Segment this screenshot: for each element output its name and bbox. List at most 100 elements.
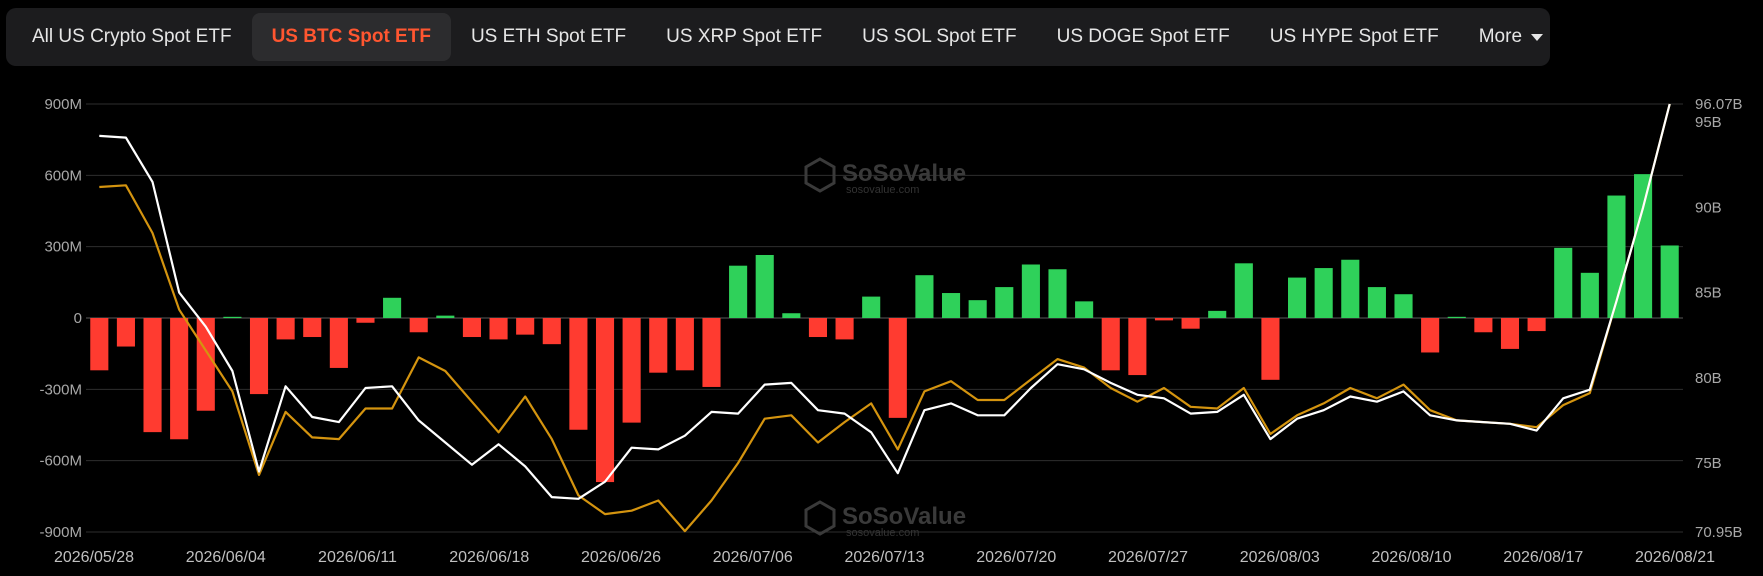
- y-left-tick-label: 0: [74, 310, 82, 327]
- watermark-site: sosovalue.com: [846, 184, 919, 196]
- flow-bar: [462, 318, 481, 338]
- flow-bar: [915, 275, 934, 318]
- x-tick-label: 2026/07/06: [713, 549, 793, 566]
- sosovalue-logo-icon: [804, 157, 836, 193]
- flow-bar: [622, 318, 641, 423]
- net-assets-line: [99, 103, 1671, 500]
- x-tick-label: 2026/08/10: [1371, 549, 1451, 566]
- flow-bar: [888, 318, 907, 418]
- y-left-tick-label: -300M: [39, 381, 82, 398]
- more-dropdown[interactable]: More: [1459, 13, 1563, 61]
- flow-bar: [835, 318, 854, 340]
- flow-bar: [1261, 318, 1280, 380]
- flow-bar: [516, 318, 535, 335]
- tab-us-xrp-spot-etf[interactable]: US XRP Spot ETF: [666, 26, 823, 47]
- flow-bar: [968, 300, 987, 318]
- tab-us-btc-spot-etf[interactable]: US BTC Spot ETF: [251, 13, 451, 61]
- flow-bar: [303, 318, 322, 338]
- x-tick-label: 2026/05/28: [54, 549, 134, 566]
- flow-bar: [1474, 318, 1493, 333]
- x-tick-label: 2026/07/27: [1108, 549, 1188, 566]
- x-tick-label: 2026/07/20: [976, 549, 1056, 566]
- etf-tab-bar: All US Crypto Spot ETF US BTC Spot ETF U…: [6, 8, 1550, 66]
- y-right-tick-label: 85B: [1695, 285, 1722, 302]
- flow-bar: [675, 318, 694, 371]
- y-left-tick-label: 900M: [44, 96, 82, 113]
- x-tick-label: 2026/08/17: [1503, 549, 1583, 566]
- y-left-tick-label: 300M: [44, 239, 82, 256]
- cumulative-flow-line: [99, 103, 1671, 533]
- flow-bar: [1288, 277, 1307, 318]
- y-left-tick-label: -600M: [39, 453, 82, 470]
- x-tick-label: 2026/06/04: [186, 549, 266, 566]
- flow-bar: [1181, 318, 1200, 329]
- flow-bar: [356, 318, 375, 323]
- flow-bar: [143, 318, 162, 433]
- flow-bar: [90, 318, 109, 371]
- flow-bar: [808, 318, 828, 338]
- flow-bar: [595, 318, 615, 483]
- y-right-tick-label: 95B: [1695, 114, 1722, 131]
- y-right-tick-label: 80B: [1695, 370, 1722, 387]
- flow-bar: [1580, 272, 1599, 318]
- x-tick-label: 2026/08/03: [1240, 549, 1320, 566]
- flow-bar: [1048, 269, 1067, 318]
- flow-bar: [1341, 259, 1360, 318]
- flow-bar: [489, 318, 508, 340]
- tab-all-us-crypto-spot-etf[interactable]: All US Crypto Spot ETF: [32, 26, 232, 47]
- watermark-brand: SoSoValue: [842, 160, 966, 187]
- flow-bar: [1554, 247, 1573, 318]
- flow-bar: [569, 318, 588, 430]
- x-tick-label: 2026/07/13: [844, 549, 924, 566]
- tab-us-doge-spot-etf[interactable]: US DOGE Spot ETF: [1056, 26, 1230, 47]
- flow-bar: [542, 318, 561, 345]
- flow-bar: [1421, 318, 1440, 353]
- y-right-tick-label: 96.07B: [1695, 96, 1743, 113]
- flow-bar: [1075, 301, 1094, 318]
- tab-us-sol-spot-etf[interactable]: US SOL Spot ETF: [862, 26, 1017, 47]
- flow-bar: [1208, 310, 1227, 318]
- flow-bar: [649, 318, 668, 373]
- flow-bar: [170, 318, 189, 440]
- flow-bar: [1154, 318, 1174, 321]
- y-left-tick-label: -900M: [39, 524, 82, 541]
- flow-bar: [1101, 318, 1120, 371]
- flow-bar: [995, 287, 1014, 318]
- flow-bar: [383, 297, 402, 318]
- flow-bar: [941, 293, 961, 318]
- flow-bar: [782, 313, 801, 318]
- tab-us-hype-spot-etf[interactable]: US HYPE Spot ETF: [1269, 26, 1439, 47]
- y-right-tick-label: 70.95B: [1695, 524, 1743, 541]
- flow-bar: [223, 316, 242, 318]
- sosovalue-logo-icon: [804, 500, 836, 536]
- flow-bar: [196, 318, 215, 411]
- tab-us-eth-spot-etf[interactable]: US ETH Spot ETF: [470, 26, 627, 47]
- flow-bar: [862, 296, 881, 318]
- flow-bar: [329, 318, 348, 368]
- flow-bar: [1234, 263, 1253, 318]
- y-left-tick-label: 600M: [44, 167, 82, 184]
- flow-bar: [116, 318, 135, 347]
- flow-bar: [276, 318, 295, 340]
- y-right-tick-label: 90B: [1695, 199, 1722, 216]
- watermark-site: sosovalue.com: [846, 527, 919, 539]
- flow-bar: [409, 318, 428, 333]
- y-right-tick-label: 75B: [1695, 455, 1722, 472]
- flow-bar: [1128, 318, 1147, 376]
- flow-bar: [1394, 294, 1413, 318]
- x-tick-label: 2026/08/21: [1635, 549, 1715, 566]
- flow-bar: [1634, 174, 1653, 318]
- x-tick-label: 2026/06/18: [449, 549, 529, 566]
- flow-bar: [1660, 245, 1679, 318]
- flow-bar: [1314, 268, 1333, 318]
- x-tick-label: 2026/06/26: [581, 549, 661, 566]
- flow-bar: [729, 265, 748, 318]
- flow-bar: [1500, 318, 1520, 349]
- flow-bar: [436, 315, 455, 318]
- flow-bar: [249, 318, 269, 395]
- watermark-brand: SoSoValue: [842, 503, 966, 530]
- flow-bar: [1367, 287, 1386, 318]
- flow-bar: [1021, 264, 1040, 318]
- flow-bar: [755, 254, 774, 318]
